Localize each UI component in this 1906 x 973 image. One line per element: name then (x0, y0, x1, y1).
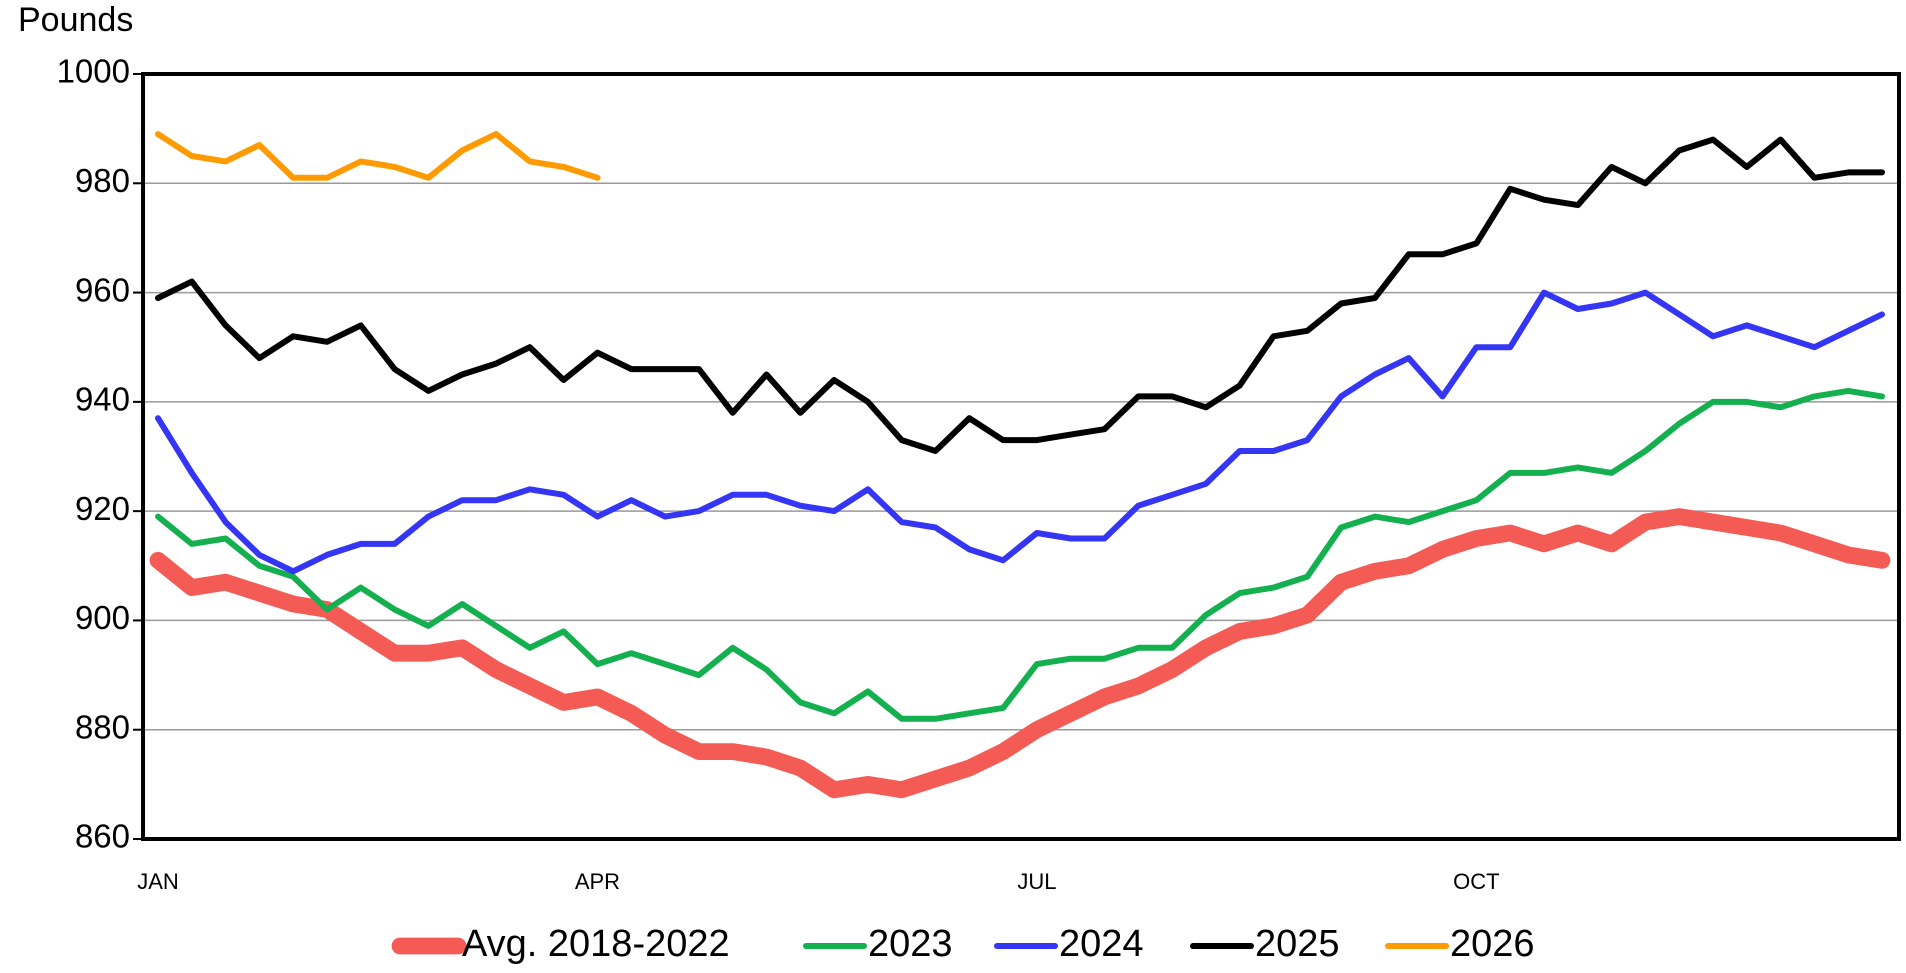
y-tick-label: 940 (75, 381, 130, 418)
x-tick-label: APR (575, 869, 620, 894)
y-tick-label: 860 (75, 818, 130, 855)
series-line (155, 136, 1885, 454)
legend-label: 2023 (868, 923, 953, 965)
y-axis-label: Pounds (18, 1, 133, 39)
legend-label: 2026 (1450, 923, 1535, 965)
legend-label: 2024 (1059, 923, 1144, 965)
series-line (155, 289, 1885, 575)
y-tick-label: 920 (75, 490, 130, 527)
y-tick-label: 880 (75, 708, 130, 745)
plot-frame (141, 72, 1901, 841)
y-tick-label: 1000 (57, 53, 130, 90)
series-line (149, 508, 1891, 799)
y-tick-label: 960 (75, 271, 130, 308)
legend-label: 2025 (1255, 923, 1340, 965)
x-tick-label: JUL (1017, 869, 1056, 894)
y-tick-label: 980 (75, 162, 130, 199)
y-tick-label: 900 (75, 599, 130, 636)
x-tick-label: JAN (137, 869, 179, 894)
series-line (155, 387, 1885, 722)
legend-label: Avg. 2018-2022 (462, 923, 730, 965)
x-tick-label: OCT (1453, 869, 1499, 894)
series-line (155, 131, 601, 181)
